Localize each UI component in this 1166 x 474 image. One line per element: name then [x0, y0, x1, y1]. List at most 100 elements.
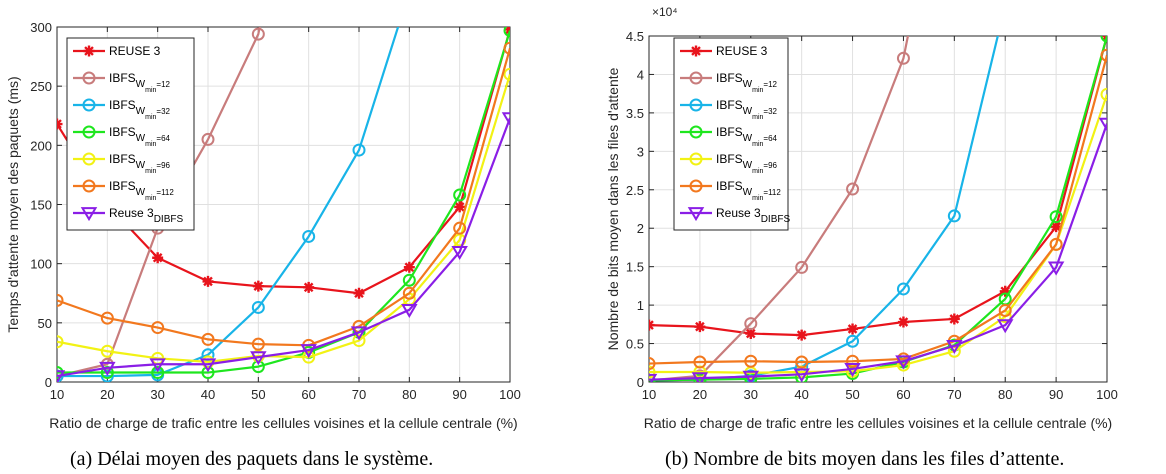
x-tick-label: 90 — [452, 387, 466, 402]
series-layer — [57, 27, 510, 382]
y-tick-label: 4.5 — [626, 29, 644, 44]
y-tick-label: 100 — [30, 257, 52, 272]
series-line — [649, 94, 1107, 374]
data-point — [1049, 237, 1063, 251]
legend-label: Reuse 3DIBFS — [109, 206, 183, 225]
data-point — [897, 316, 909, 328]
data-point — [57, 118, 63, 130]
legend-name: IBFS — [716, 125, 743, 139]
legend-name: REUSE 3 — [109, 44, 161, 58]
legend-entry: IBFSWmin=32 — [680, 98, 778, 121]
legend-entry: IBFSWmin=12 — [680, 71, 778, 94]
data-point — [402, 286, 416, 300]
figure-caption: (b) Nombre de bits moyen dans les files … — [665, 448, 1064, 470]
legend-label: IBFSWmin=112 — [716, 179, 781, 202]
y-tick-label: 1 — [637, 298, 644, 313]
x-tick-label: 100 — [499, 387, 521, 402]
y-tick-label: 300 — [30, 20, 52, 35]
data-point — [1050, 221, 1062, 233]
legend-name: IBFS — [109, 152, 136, 166]
legend-subscript: W — [743, 133, 753, 144]
legend-label: IBFSWmin=96 — [109, 152, 171, 175]
data-point — [352, 334, 366, 348]
legend-name: IBFS — [716, 71, 743, 85]
data-point — [503, 67, 510, 81]
data-point — [57, 335, 64, 349]
legend-name: IBFS — [109, 71, 136, 85]
data-point — [303, 281, 315, 293]
data-point — [999, 285, 1011, 297]
data-point — [947, 209, 961, 223]
data-point — [946, 339, 963, 355]
legend-entry: IBFSWmin=32 — [73, 98, 171, 121]
x-tick-label: 70 — [352, 387, 366, 402]
legend-subsubscript: min — [752, 195, 763, 202]
data-point — [152, 252, 164, 264]
data-point — [844, 363, 861, 378]
data-point — [846, 182, 860, 196]
chart-a: 10 20 30 40 50 60 70 80 90 100 0 50 100 150 200 250 300 R… — [5, 20, 521, 470]
legend-suffix: =32 — [763, 107, 777, 116]
legend-suffix: =12 — [763, 80, 777, 89]
series-line — [57, 48, 510, 347]
data-point — [250, 351, 267, 366]
y-tick-label: 0.5 — [626, 337, 644, 352]
legend-label: REUSE 3 — [716, 44, 768, 58]
legend-subscript: W — [743, 79, 753, 90]
series-line — [57, 30, 510, 374]
data-point — [796, 329, 808, 341]
data-point — [948, 313, 960, 325]
legend-suffix: =96 — [763, 161, 777, 170]
legend-subsubscript: min — [752, 114, 763, 121]
data-point — [1100, 87, 1107, 101]
data-point — [300, 344, 317, 359]
legend-subsubscript: min — [145, 168, 156, 175]
y-axis-label: Temps d'attente moyen des paquets (ms) — [5, 76, 21, 332]
legend-marker — [689, 71, 703, 85]
data-point — [151, 366, 165, 380]
data-point — [302, 229, 316, 243]
data-point — [151, 321, 165, 335]
data-point — [251, 300, 265, 314]
data-point — [503, 41, 510, 55]
data-point — [649, 365, 656, 379]
legend-entry: IBFSWmin=96 — [73, 152, 171, 175]
x-tick-label: 20 — [693, 387, 707, 402]
legend-marker — [82, 71, 96, 85]
data-point — [401, 303, 418, 318]
legend-marker — [689, 179, 703, 193]
legend-entry: IBFSWmin=12 — [73, 71, 171, 94]
data-point — [649, 319, 655, 331]
data-point — [149, 358, 166, 373]
legend-subsubscript: min — [145, 195, 156, 202]
legend-entry: Reuse 3DIBFS — [73, 206, 183, 225]
legend-label: IBFSWmin=64 — [109, 125, 171, 148]
legend-label: REUSE 3 — [109, 44, 161, 58]
chart-b: 10 20 30 40 50 60 70 80 90 100 0 0.5 1 1.5 2 2.5 3 3.5 4 4.… — [605, 5, 1118, 470]
data-point — [251, 337, 265, 351]
figure-caption: (a) Délai moyen des paquets dans le syst… — [70, 448, 433, 470]
legend-marker — [83, 45, 95, 57]
data-point — [100, 369, 114, 382]
y-tick-label: 0 — [45, 375, 52, 390]
data-point — [57, 293, 64, 307]
x-tick-label: 80 — [402, 387, 416, 402]
x-tick-label: 80 — [998, 387, 1012, 402]
legend-name: REUSE 3 — [716, 44, 768, 58]
data-point — [744, 354, 758, 368]
y-axis-label: Nombre de bits moyen dans les files d'at… — [605, 67, 621, 350]
legend-name: IBFS — [109, 125, 136, 139]
legend-entry: IBFSWmin=64 — [73, 125, 171, 148]
legend-subscript: W — [136, 106, 146, 117]
data-point — [252, 280, 264, 292]
x-tick-label: 60 — [301, 387, 315, 402]
data-point — [691, 372, 709, 382]
x-tick-label: 10 — [642, 387, 656, 402]
data-point — [744, 317, 758, 331]
data-point — [503, 27, 510, 38]
series-line — [57, 27, 400, 378]
data-point — [742, 370, 760, 382]
x-tick-label: 10 — [50, 387, 64, 402]
data-point — [352, 143, 366, 157]
y-tick-label: 3.5 — [626, 106, 644, 121]
